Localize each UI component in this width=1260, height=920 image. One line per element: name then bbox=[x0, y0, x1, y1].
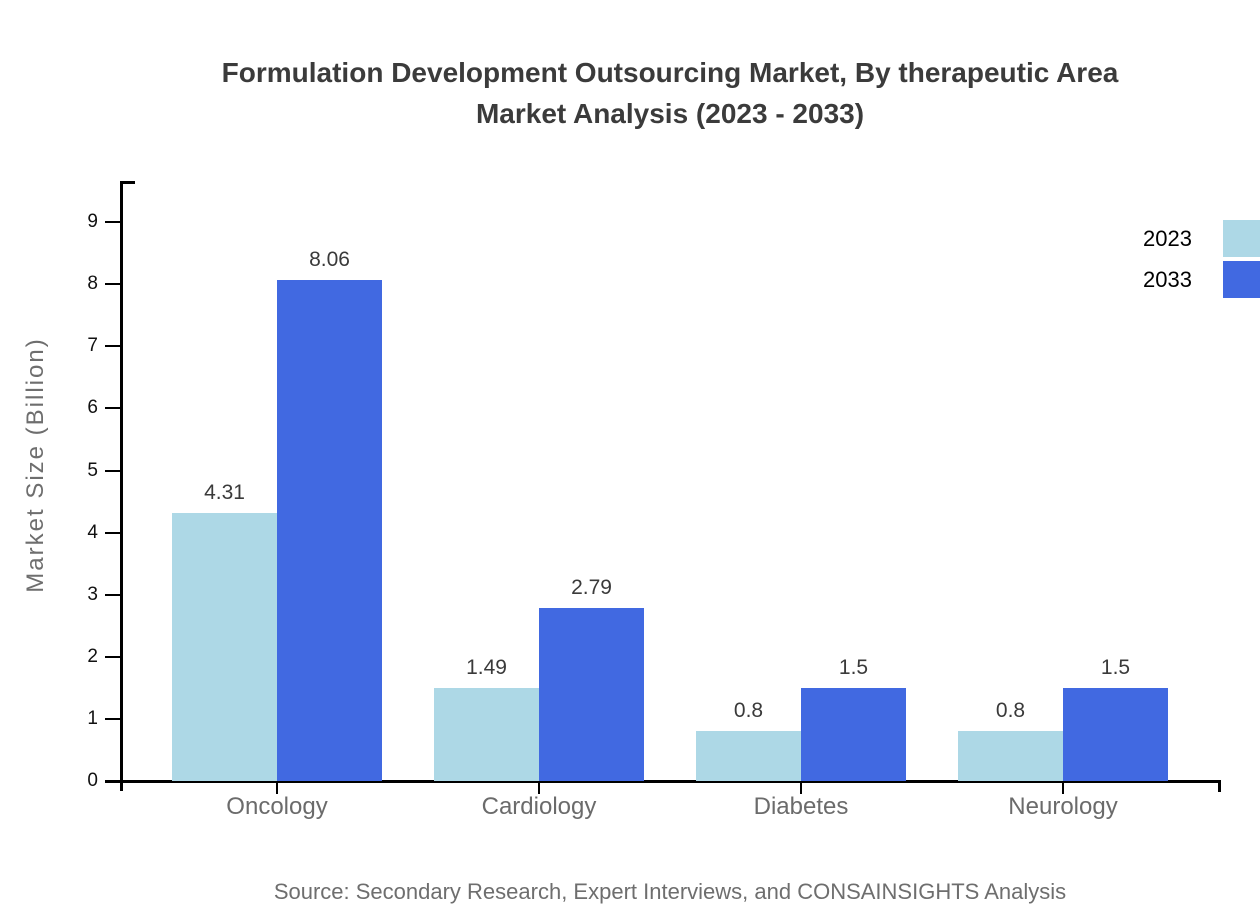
legend-swatch-2033 bbox=[1223, 261, 1260, 298]
y-axis-tick bbox=[105, 469, 122, 472]
y-axis-tick bbox=[105, 593, 122, 596]
y-axis-tick bbox=[105, 407, 122, 410]
bar-value-label: 1.5 bbox=[1100, 655, 1131, 679]
x-axis-line bbox=[105, 780, 1220, 783]
bar-cardiology-2033 bbox=[539, 607, 644, 781]
y-axis-tick-label: 3 bbox=[87, 583, 98, 605]
legend-label-2033: 2033 bbox=[1143, 267, 1192, 292]
bar-value-label: 8.06 bbox=[309, 248, 350, 272]
y-axis-tick bbox=[105, 531, 122, 534]
y-axis-tick bbox=[105, 283, 122, 286]
y-axis-tick-label: 7 bbox=[87, 335, 98, 357]
chart-title: Formulation Development Outsourcing Mark… bbox=[40, 52, 1260, 134]
bar-oncology-2033 bbox=[277, 280, 382, 781]
y-axis-line bbox=[120, 181, 123, 791]
y-axis-tick bbox=[105, 717, 122, 720]
x-axis-tick bbox=[1062, 781, 1064, 794]
x-axis-tick bbox=[538, 781, 540, 794]
y-axis-tick-label: 5 bbox=[87, 459, 98, 481]
y-axis-tick bbox=[105, 655, 122, 658]
y-axis-tick-label: 1 bbox=[87, 707, 98, 729]
bar-value-label: 1.5 bbox=[838, 655, 869, 679]
bar-neurology-2023 bbox=[958, 731, 1063, 781]
y-axis-tick bbox=[105, 345, 122, 348]
y-axis-tick-label: 0 bbox=[87, 770, 98, 791]
bar-diabetes-2033 bbox=[801, 687, 906, 781]
bar-value-label: 0.8 bbox=[733, 699, 764, 723]
y-axis-end-cap bbox=[120, 181, 135, 184]
y-axis-tick-label: 4 bbox=[87, 521, 98, 543]
source-note: Source: Secondary Research, Expert Inter… bbox=[273, 879, 1067, 904]
bar-oncology-2023 bbox=[172, 513, 277, 781]
y-axis-tick-label: 2 bbox=[87, 645, 98, 667]
x-axis-category-label: Neurology bbox=[1008, 793, 1118, 820]
x-axis-category-label: Cardiology bbox=[481, 793, 597, 820]
bar-diabetes-2023 bbox=[696, 731, 801, 781]
chart-title-line2: Market Analysis (2023 - 2033) bbox=[475, 98, 865, 129]
x-axis-category-label: Diabetes bbox=[753, 793, 849, 820]
bar-value-label: 2.79 bbox=[571, 575, 612, 599]
bar-value-label: 0.8 bbox=[995, 699, 1026, 723]
chart-title-line1: Formulation Development Outsourcing Mark… bbox=[221, 57, 1119, 88]
y-axis-tick-label: 9 bbox=[87, 211, 98, 233]
y-axis-tick-label: 8 bbox=[87, 273, 98, 295]
x-axis-tick bbox=[800, 781, 802, 794]
bar-neurology-2033 bbox=[1063, 687, 1168, 781]
y-axis-tick-label: 6 bbox=[87, 397, 98, 419]
y-axis-tick bbox=[105, 780, 122, 782]
legend-label-2023: 2023 bbox=[1143, 226, 1192, 251]
bar-value-label: 4.31 bbox=[204, 481, 245, 505]
bar-value-label: 1.49 bbox=[466, 656, 507, 680]
bar-cardiology-2023 bbox=[434, 688, 539, 781]
x-axis-end-cap bbox=[1218, 780, 1221, 792]
x-axis-tick bbox=[276, 781, 278, 794]
y-axis-tick bbox=[105, 221, 122, 224]
legend-swatch-2023 bbox=[1223, 220, 1260, 257]
x-axis-category-label: Oncology bbox=[226, 793, 328, 820]
